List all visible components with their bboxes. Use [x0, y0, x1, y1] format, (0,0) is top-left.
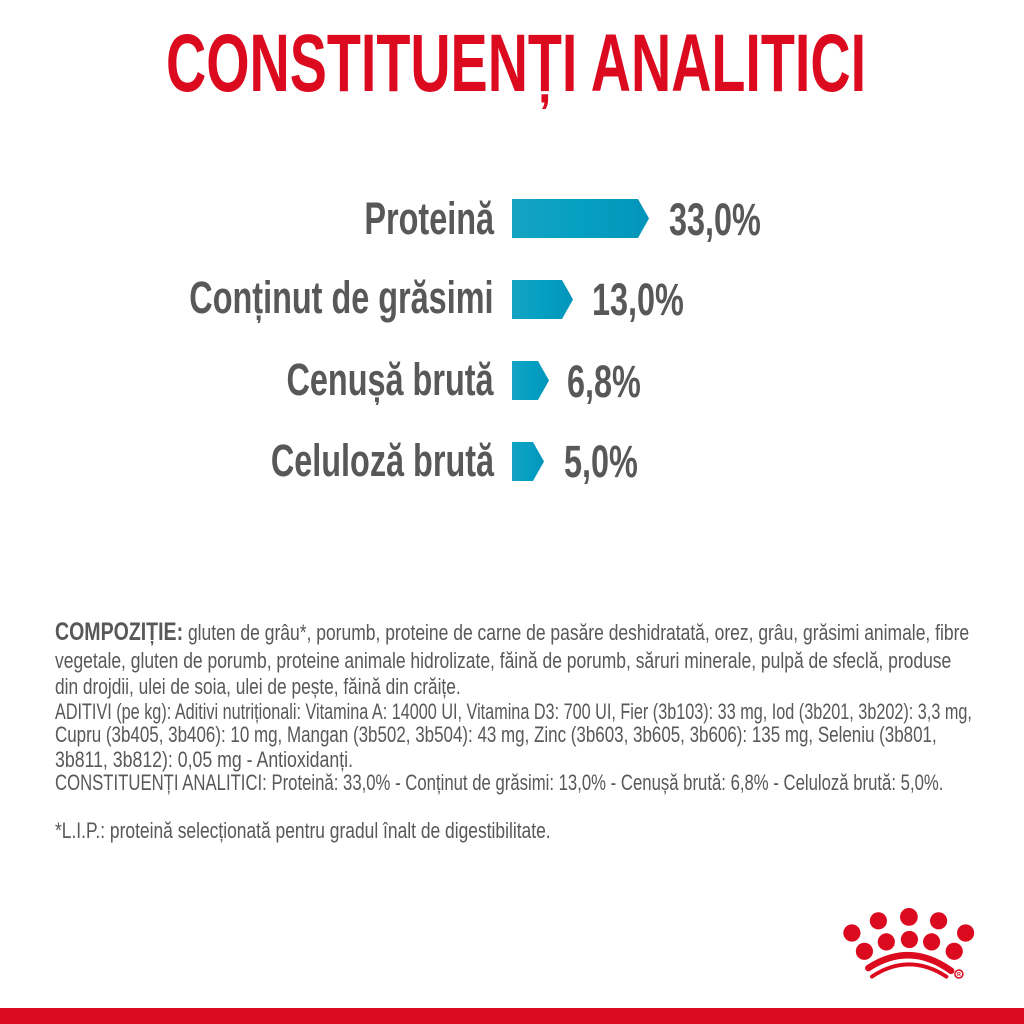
svg-text:R: R — [957, 972, 961, 978]
